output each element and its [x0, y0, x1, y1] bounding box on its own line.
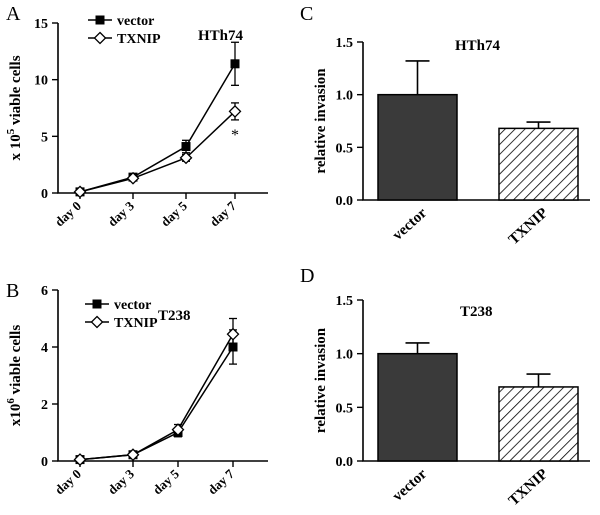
- legend-label-vector: vector: [114, 298, 151, 313]
- x-tick-label: vector: [390, 466, 431, 505]
- y-tick-label: 1.0: [336, 89, 354, 104]
- legend-marker-vector: [95, 15, 105, 25]
- y-tick-label: 0.0: [336, 455, 354, 470]
- y-axis-label: x 105 viable cells: [5, 55, 24, 160]
- y-tick-label: 0.5: [336, 401, 354, 416]
- series-line-vector: [79, 63, 236, 193]
- x-tick-label: vector: [390, 205, 431, 244]
- y-tick-label: 1.5: [336, 294, 354, 309]
- y-axis-label: relative invasion: [313, 327, 329, 433]
- significance-asterisk: *: [231, 127, 239, 144]
- data-point-txnip: [73, 185, 87, 199]
- data-point-txnip: [126, 171, 140, 185]
- panel-letter-c: C: [300, 3, 313, 25]
- chart-title: T238: [158, 308, 191, 324]
- legend-label-txnip: TXNIP: [117, 32, 161, 47]
- y-tick-label: 15: [34, 17, 48, 32]
- data-point-txnip: [226, 327, 240, 341]
- data-point-txnip: [126, 448, 140, 462]
- y-tick-label: 0.0: [336, 194, 354, 209]
- bar-vector: [377, 93, 458, 201]
- x-tick-label: day 7: [207, 198, 240, 230]
- series-line-txnip: [79, 333, 234, 461]
- x-tick-label: day 5: [150, 466, 183, 498]
- x-tick-label: day 3: [105, 198, 138, 230]
- panel-letter-b: B: [6, 280, 19, 302]
- chart-title: HTh74: [455, 38, 501, 54]
- panel-letter-a: A: [6, 3, 21, 25]
- bar-vector: [377, 352, 458, 462]
- y-tick-label: 1.5: [336, 36, 354, 51]
- data-point-txnip: [73, 453, 87, 466]
- legend-marker-vector: [92, 299, 102, 309]
- legend-marker-txnip: [90, 315, 104, 329]
- y-tick-label: 0.5: [336, 141, 354, 156]
- x-tick-label: day 3: [105, 466, 138, 498]
- x-tick-label: day 0: [52, 198, 84, 229]
- data-point-txnip: [228, 104, 242, 118]
- panel-b-growth-chart: 0 2 4 6 day 0 day 3 day 5 day 7 x106 viable cell…: [5, 284, 268, 497]
- data-point-vector: [230, 59, 240, 69]
- panel-a-growth-chart: 0 5 10 15 day 0 day 3 day 5 day 7 x 105 viable c…: [5, 14, 268, 229]
- legend-label-txnip: TXNIP: [114, 316, 158, 331]
- bar-txnip: [498, 127, 579, 201]
- panel-c-invasion-chart: 0.0 0.5 1.0 1.5 relative invasion vector TXNIP…: [313, 36, 590, 248]
- y-tick-label: 2: [41, 398, 48, 413]
- panel-letter-d: D: [300, 265, 314, 287]
- y-tick-label: 5: [41, 130, 48, 145]
- y-tick-label: 0: [41, 187, 48, 202]
- y-axis-label: relative invasion: [313, 68, 329, 174]
- x-tick-label: day 0: [52, 466, 84, 497]
- y-tick-label: 4: [41, 341, 48, 356]
- chart-title: T238: [460, 304, 493, 320]
- panel-d-invasion-chart: 0.0 0.5 1.0 1.5 relative invasion vector TXNIP…: [313, 294, 590, 509]
- legend-label-vector: vector: [117, 14, 154, 29]
- x-tick-label: TXNIP: [506, 205, 551, 248]
- x-tick-label: day 5: [158, 198, 191, 230]
- y-tick-label: 6: [41, 284, 48, 299]
- chart-title: HTh74: [198, 28, 244, 44]
- x-tick-label: TXNIP: [506, 466, 551, 509]
- series-line-vector: [79, 346, 234, 461]
- data-point-vector: [181, 142, 191, 152]
- y-tick-label: 10: [34, 74, 48, 89]
- legend-marker-txnip: [93, 31, 107, 45]
- series-line-txnip: [79, 110, 236, 193]
- data-point-txnip: [179, 151, 193, 165]
- x-tick-label: day 7: [205, 466, 238, 498]
- y-tick-label: 1.0: [336, 348, 354, 363]
- data-point-txnip: [171, 423, 185, 437]
- y-axis-label: x106 viable cells: [5, 325, 24, 426]
- bar-txnip: [498, 386, 579, 462]
- y-tick-label: 0: [41, 455, 48, 470]
